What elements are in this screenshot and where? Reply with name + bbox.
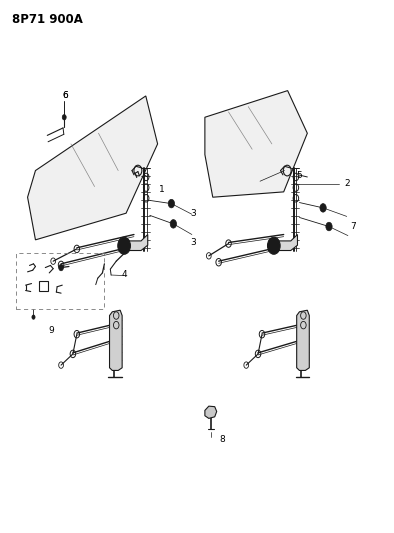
Text: 8: 8: [220, 435, 225, 444]
Circle shape: [268, 237, 280, 254]
Polygon shape: [110, 310, 122, 370]
Text: 2: 2: [344, 180, 349, 188]
Circle shape: [32, 315, 35, 319]
Circle shape: [326, 222, 332, 231]
Polygon shape: [205, 406, 217, 418]
Circle shape: [121, 241, 127, 250]
Text: 7: 7: [350, 222, 355, 231]
Text: 4: 4: [121, 270, 127, 279]
Circle shape: [168, 199, 175, 208]
Bar: [16, 253, 104, 309]
Text: 9: 9: [48, 326, 54, 335]
Text: 1: 1: [159, 185, 164, 193]
Circle shape: [118, 237, 130, 254]
Text: 6: 6: [62, 92, 68, 100]
Circle shape: [59, 264, 63, 271]
Text: 3: 3: [190, 238, 196, 247]
Text: 8P71 900A: 8P71 900A: [12, 13, 83, 26]
Circle shape: [62, 115, 66, 120]
Circle shape: [271, 241, 277, 250]
Polygon shape: [118, 235, 148, 251]
Text: 5: 5: [297, 172, 302, 180]
Bar: [39, 281, 48, 291]
Circle shape: [170, 220, 177, 228]
Text: 6: 6: [62, 92, 68, 100]
Polygon shape: [28, 96, 158, 240]
Polygon shape: [205, 91, 307, 197]
Polygon shape: [297, 310, 309, 370]
Text: 3: 3: [190, 209, 196, 217]
Circle shape: [320, 204, 326, 212]
Polygon shape: [268, 235, 297, 251]
